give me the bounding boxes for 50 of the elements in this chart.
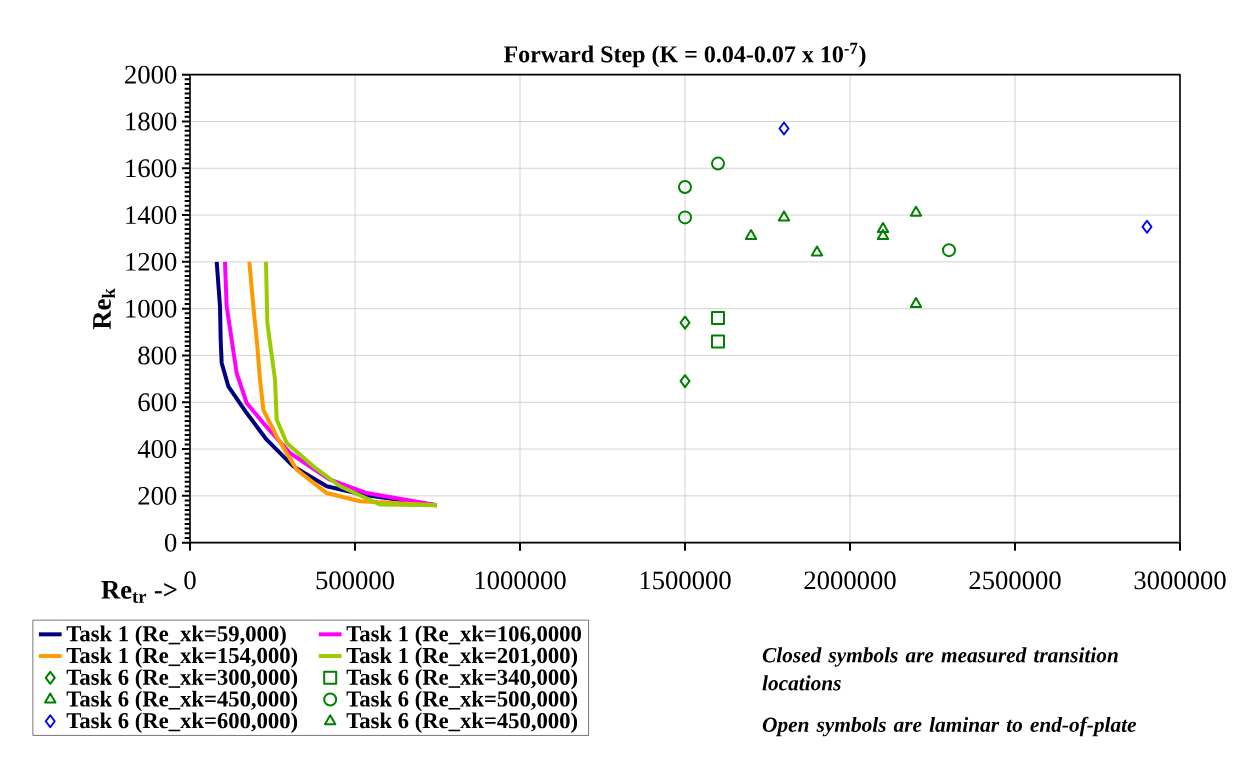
point bbox=[711, 334, 725, 349]
legend-label: Task 1 (Re_xk=106,0000 bbox=[346, 625, 581, 647]
y-tick-label: 200 bbox=[138, 487, 177, 506]
legend-label: Task 6 (Re_xk=340,000) bbox=[346, 669, 578, 690]
legend-label: Task 6 (Re_xk=300,000) bbox=[66, 669, 298, 690]
point bbox=[679, 315, 691, 330]
y-axis-title: Re$_{k}$ bbox=[93, 288, 115, 330]
point bbox=[810, 245, 824, 257]
x-tick-label: 500000 bbox=[316, 571, 394, 590]
point bbox=[778, 121, 790, 136]
point bbox=[711, 156, 725, 171]
point bbox=[876, 229, 890, 241]
point bbox=[678, 210, 692, 225]
y-tick-label: 400 bbox=[137, 440, 177, 459]
x-tick-label: 0 bbox=[184, 571, 196, 590]
point bbox=[909, 297, 923, 309]
point bbox=[711, 311, 725, 326]
legend-label: Task 1 (Re_xk=154,000) bbox=[66, 647, 298, 668]
x-tick-label: 3000000 bbox=[1134, 571, 1226, 590]
chart-title: Forward Step (K = 0.04-0.07 x 10$^{-7}$) bbox=[503, 42, 866, 68]
x-tick-label: 2500000 bbox=[969, 571, 1061, 590]
point bbox=[744, 229, 758, 241]
text: Closed symbols are measured transition locations bbox=[762, 647, 1118, 691]
point bbox=[876, 222, 890, 234]
y-tick-label: 0 bbox=[164, 533, 177, 552]
point bbox=[909, 205, 923, 217]
y-tick-label: 1800 bbox=[126, 112, 177, 131]
x-axis-title: Re$_{tr}$ -> bbox=[101, 581, 177, 604]
legend-label: Task 6 (Re_xk=450,000) bbox=[346, 712, 578, 734]
legend-label: Task 6 (Re_xk=450,000) bbox=[66, 690, 298, 712]
y-tick-label: 1600 bbox=[126, 159, 177, 178]
y-tick-label: 1200 bbox=[126, 253, 177, 272]
legend-label: Task 6 (Re_xk=500,000) bbox=[346, 690, 578, 712]
x-tick-label: 1500000 bbox=[640, 571, 731, 590]
y-tick-label: 1000 bbox=[126, 299, 177, 318]
y-tick-label: 600 bbox=[138, 393, 177, 412]
y-tick-label: 2000 bbox=[125, 65, 177, 84]
legend-label: Task 1 (Re_xk=201,000) bbox=[346, 647, 578, 668]
legend-label: Task 6 (Re_xk=600,000) bbox=[66, 712, 298, 734]
y-tick-label: 1400 bbox=[126, 206, 177, 225]
point bbox=[1141, 219, 1153, 234]
point bbox=[679, 374, 691, 389]
text: Open symbols are laminar to end-of-plate bbox=[762, 716, 1137, 737]
legend-label: Task 1 (Re_xk=59,000) bbox=[66, 625, 286, 647]
point bbox=[678, 180, 692, 195]
x-tick-label: 1000000 bbox=[475, 571, 566, 590]
x-tick-label: 2000000 bbox=[804, 571, 896, 590]
y-tick-label: 800 bbox=[138, 346, 177, 365]
point bbox=[942, 243, 956, 258]
point bbox=[777, 210, 791, 222]
